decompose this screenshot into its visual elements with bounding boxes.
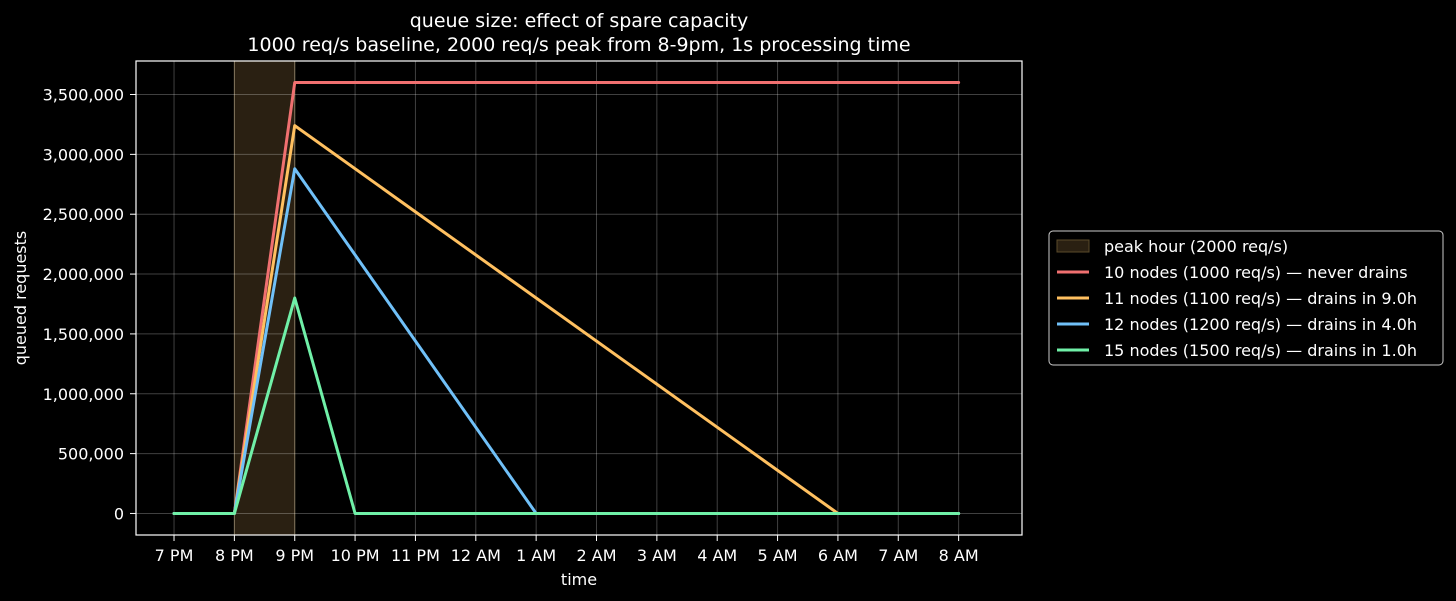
y-tick-label: 1,500,000 [43,325,124,344]
x-tick-label: 10 PM [331,546,380,565]
x-tick-label: 8 PM [215,546,254,565]
series-line-4 [172,296,961,515]
y-tick-label: 1,000,000 [43,385,124,404]
y-tick-label: 3,500,000 [43,86,124,105]
x-tick-label: 4 AM [697,546,737,565]
x-tick-label: 2 AM [576,546,616,565]
y-tick-label: 0 [114,504,124,523]
legend-box [1048,230,1444,366]
x-tick-label: 12 AM [451,546,501,565]
y-tick-label: 2,000,000 [43,265,124,284]
legend-label-series-1: 10 nodes (1000 req/s) — never drains [1104,263,1408,282]
y-axis-label: queued requests [11,231,30,366]
x-tick-label: 8 AM [939,546,979,565]
y-tick-label: 2,500,000 [43,205,124,224]
x-axis-label: time [561,570,597,589]
plot-area: 7 PM 8 PM 9 PM 10 PM 11 PM 12 AM 1 AM 2 AM 3 AM 4… [43,60,1023,565]
x-tick-label: 7 AM [878,546,918,565]
legend-label-series-2: 11 nodes (1100 req/s) — drains in 9.0h [1104,289,1417,308]
legend-label-peak-hour: peak hour (2000 req/s) [1104,237,1288,256]
chart-title: queue size: effect of spare capacity [410,10,749,32]
x-tick-label: 11 PM [391,546,440,565]
legend-label-series-4: 15 nodes (1500 req/s) — drains in 1.0h [1104,341,1417,360]
legend-label-series-3: 12 nodes (1200 req/s) — drains in 4.0h [1104,315,1417,334]
y-tick-label: 3,000,000 [43,145,124,164]
legend: peak hour (2000 req/s) 10 nodes (1000 req… [1048,230,1444,366]
legend-swatch-peak-hour [1056,239,1090,253]
x-tick-label: 7 PM [155,546,194,565]
x-tick-label: 5 AM [758,546,798,565]
chart-subtitle: 1000 req/s baseline, 2000 req/s peak fro… [247,34,910,56]
x-tick-label: 1 AM [516,546,556,565]
x-tick-label: 3 AM [637,546,677,565]
series-line-1 [172,81,961,515]
plot-frame [135,60,1023,536]
x-tick-label: 6 AM [818,546,858,565]
y-tick-label: 500,000 [58,445,124,464]
x-tick-label: 9 PM [275,546,314,565]
